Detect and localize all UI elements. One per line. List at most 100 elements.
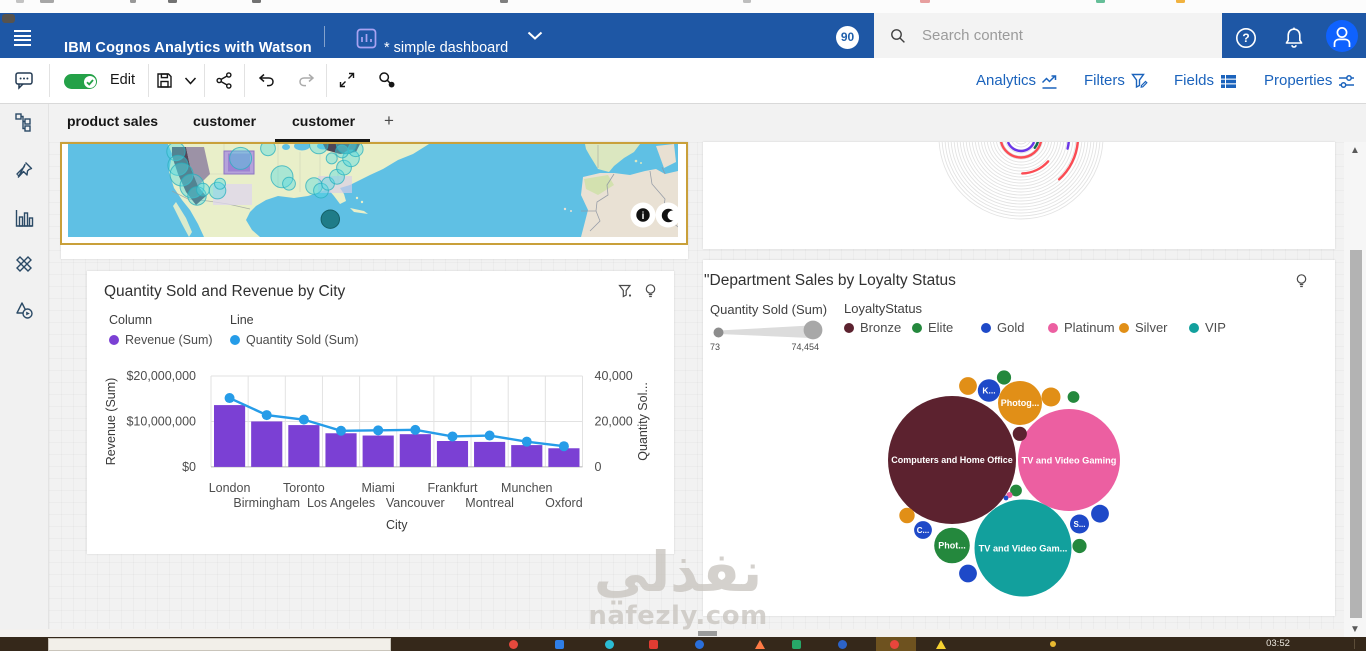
bubble-legend-item-Bronze[interactable]: Bronze bbox=[844, 320, 901, 335]
line-marker-Vancouver[interactable] bbox=[410, 424, 421, 435]
bar-Toronto[interactable] bbox=[288, 425, 320, 467]
map-bubble-marker[interactable] bbox=[260, 144, 276, 157]
undo-icon[interactable] bbox=[258, 73, 275, 87]
save-chevron-icon[interactable] bbox=[184, 77, 197, 85]
validate-play-icon[interactable] bbox=[14, 300, 34, 320]
share-icon[interactable] bbox=[216, 72, 232, 89]
bubble-Photog...[interactable] bbox=[998, 381, 1042, 425]
chevron-down-icon[interactable] bbox=[527, 31, 543, 40]
visualizations-icon[interactable] bbox=[14, 208, 34, 228]
tab-product-sales[interactable]: product sales bbox=[67, 113, 159, 129]
map-bubble-marker[interactable] bbox=[208, 181, 227, 200]
bubble-Silver[interactable] bbox=[899, 507, 915, 524]
bubble-Bronze[interactable] bbox=[1012, 426, 1027, 441]
line-marker-Oxford[interactable] bbox=[558, 441, 569, 452]
bubble-Silver[interactable] bbox=[959, 377, 977, 395]
bar-Frankfurt[interactable] bbox=[436, 440, 469, 467]
map-bubble-marker[interactable] bbox=[229, 146, 253, 170]
bubble-Phot...[interactable] bbox=[934, 527, 970, 564]
scroll-down-arrow[interactable]: ▼ bbox=[1350, 624, 1360, 635]
bubble-Elite[interactable] bbox=[1067, 391, 1080, 403]
bar-Birmingham[interactable] bbox=[251, 421, 283, 467]
bubble-C...[interactable] bbox=[914, 521, 932, 539]
tools-icon[interactable] bbox=[14, 254, 34, 274]
line-marker-Munchen[interactable] bbox=[521, 436, 532, 447]
properties-sliders-icon[interactable] bbox=[1338, 73, 1355, 90]
taskbar-app-icon[interactable] bbox=[649, 640, 658, 649]
avatar[interactable] bbox=[1326, 19, 1358, 52]
bubble-Gold[interactable] bbox=[1091, 504, 1109, 523]
bubble-Computers and Home Office[interactable] bbox=[888, 396, 1016, 524]
bubble-Gold[interactable] bbox=[1003, 495, 1009, 501]
line-marker-Birmingham[interactable] bbox=[261, 410, 272, 421]
analytics-button[interactable]: Analytics bbox=[976, 58, 1036, 103]
bar-Oxford[interactable] bbox=[548, 448, 580, 467]
bubble-Silver[interactable] bbox=[1041, 387, 1061, 407]
trial-countdown-badge[interactable]: 90 bbox=[836, 26, 859, 49]
search-bar[interactable]: Search content bbox=[874, 13, 1222, 58]
bubble-legend-item-Platinum[interactable]: Platinum bbox=[1048, 320, 1115, 335]
bubble-legend-item-VIP[interactable]: VIP bbox=[1189, 320, 1226, 335]
pin-icon[interactable] bbox=[14, 160, 34, 180]
map-bubble-marker[interactable] bbox=[335, 144, 357, 155]
vertical-scroll-thumb[interactable] bbox=[1350, 250, 1362, 618]
bar-London[interactable] bbox=[214, 405, 246, 467]
line-marker-Montreal[interactable] bbox=[484, 430, 495, 441]
map-bubble-marker[interactable] bbox=[179, 173, 205, 199]
menu-icon[interactable] bbox=[14, 30, 31, 46]
fields-rows-icon[interactable] bbox=[1220, 73, 1237, 90]
bar-Montreal[interactable] bbox=[474, 441, 506, 467]
line-marker-London[interactable] bbox=[224, 393, 235, 404]
insights-bulb-icon[interactable] bbox=[643, 283, 658, 298]
taskbar-app-icon[interactable] bbox=[792, 640, 801, 649]
map-bubble-marker[interactable] bbox=[336, 159, 352, 176]
data-tree-icon[interactable] bbox=[14, 112, 34, 132]
filters-funnel-icon[interactable] bbox=[1131, 73, 1148, 90]
properties-button[interactable]: Properties bbox=[1264, 58, 1332, 103]
comments-icon[interactable] bbox=[14, 70, 34, 90]
map-bubble-marker[interactable] bbox=[325, 152, 338, 165]
combo-chart-card[interactable]: Quantity Sold and Revenue by City Column… bbox=[87, 271, 674, 554]
bar-Munchen[interactable] bbox=[511, 445, 543, 467]
map-bubble-marker[interactable] bbox=[335, 144, 349, 159]
bubble-TV and Video Gaming[interactable] bbox=[1018, 409, 1120, 511]
bar-Los Angeles[interactable] bbox=[325, 433, 357, 467]
taskbar-app-icon[interactable] bbox=[838, 640, 847, 649]
tab-customer-1[interactable]: customer bbox=[193, 113, 257, 129]
scroll-up-arrow[interactable]: ▲ bbox=[1350, 145, 1360, 156]
bubble-TV and Video Gam...[interactable] bbox=[974, 499, 1072, 597]
map-bubble-marker[interactable] bbox=[309, 144, 329, 155]
edit-mode-toggle[interactable] bbox=[64, 74, 97, 89]
line-marker-Miami[interactable] bbox=[373, 425, 384, 436]
map-visualization[interactable]: i bbox=[68, 144, 678, 237]
filters-button[interactable]: Filters bbox=[1084, 58, 1125, 103]
taskbar-app-icon[interactable] bbox=[890, 640, 899, 649]
bubble-chart-card[interactable]: "Department Sales by Loyalty Status Quan… bbox=[703, 260, 1335, 616]
save-icon[interactable] bbox=[156, 72, 173, 89]
map-bubble-marker[interactable] bbox=[320, 209, 340, 229]
map-bubble-marker[interactable] bbox=[196, 182, 210, 197]
explore-pin-icon[interactable] bbox=[378, 71, 396, 89]
taskbar-app-icon[interactable] bbox=[555, 640, 564, 649]
bubble-S...[interactable] bbox=[1070, 514, 1089, 534]
dashboard-name[interactable]: * simple dashboard bbox=[384, 40, 509, 56]
bubble-legend-item-Elite[interactable]: Elite bbox=[912, 320, 953, 335]
expand-icon[interactable] bbox=[339, 72, 355, 88]
map-bubble-marker[interactable] bbox=[166, 144, 186, 162]
bubble-range-slider[interactable] bbox=[707, 319, 827, 343]
map-bubble-marker[interactable] bbox=[313, 182, 329, 199]
tab-customer-2-active[interactable]: customer bbox=[292, 113, 356, 129]
taskbar-app-icon[interactable] bbox=[695, 640, 704, 649]
bubble-K...[interactable] bbox=[977, 379, 1001, 402]
bubble-Elite[interactable] bbox=[1010, 484, 1022, 497]
bubble-legend-item-Silver[interactable]: Silver bbox=[1119, 320, 1168, 335]
map-bubble-marker[interactable] bbox=[282, 176, 296, 191]
bubble-legend-item-Gold[interactable]: Gold bbox=[981, 320, 1024, 335]
redo-icon[interactable] bbox=[298, 73, 315, 87]
horizontal-scrollbar[interactable] bbox=[0, 629, 1344, 637]
legend-item-revenue[interactable]: Revenue (Sum) bbox=[109, 333, 213, 347]
taskbar-app-icon[interactable] bbox=[509, 640, 518, 649]
line-marker-Toronto[interactable] bbox=[298, 414, 309, 425]
bubble-Elite[interactable] bbox=[996, 370, 1012, 385]
taskbar-app-icon[interactable] bbox=[755, 640, 765, 649]
